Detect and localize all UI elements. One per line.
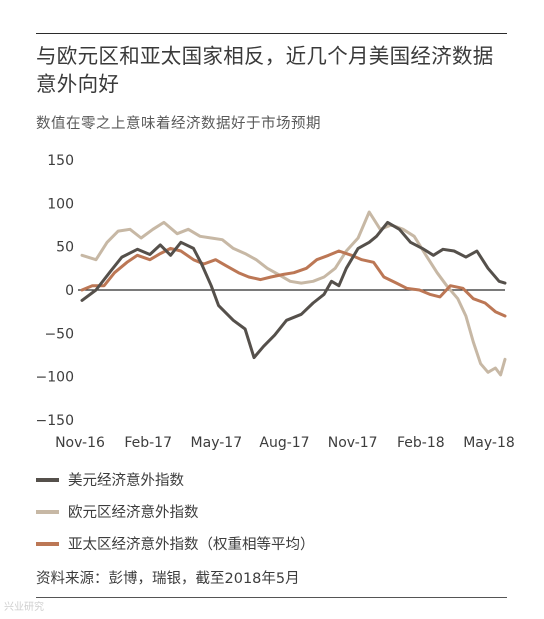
y-tick-label: 150 — [47, 153, 74, 169]
chart-subtitle: 数值在零之上意味着经济数据好于市场预期 — [36, 116, 321, 132]
x-tick-label: Nov-16 — [55, 435, 105, 451]
y-tick-label: 0 — [65, 283, 74, 299]
y-tick-label: −150 — [36, 413, 74, 429]
x-tick-label: Aug-17 — [259, 435, 309, 451]
series-line-eu — [80, 210, 507, 377]
bottom-rule — [36, 597, 507, 598]
source-note: 资料来源：彭博，瑞银，截至2018年5月 — [36, 571, 300, 587]
x-tick-label: Feb-17 — [124, 435, 172, 451]
chart-title: 与欧元区和亚太国家相反，近几个月美国经济数据意外向好 — [36, 44, 494, 96]
legend-label-apac: 亚太区经济意外指数（权重相等平均） — [68, 537, 315, 553]
series-line-apac — [80, 246, 507, 318]
y-tick-label: 50 — [56, 240, 74, 256]
y-tick-label: −100 — [36, 370, 74, 386]
series-line-us — [80, 220, 507, 360]
y-tick-label: −50 — [44, 326, 74, 342]
x-tick-label: May-17 — [191, 435, 243, 451]
x-tick-label: May-18 — [463, 435, 515, 451]
legend-swatch-us — [36, 478, 59, 482]
x-tick-label: Feb-18 — [397, 435, 445, 451]
top-rule — [36, 33, 507, 34]
legend-swatch-eu — [36, 510, 59, 514]
watermark: 兴业研究 — [4, 602, 44, 613]
legend-label-eu: 欧元区经济意外指数 — [68, 505, 199, 521]
x-tick-label: Nov-17 — [328, 435, 378, 451]
line-chart: 150 100 50 0 −50 −100 −150 Nov-16 Feb-17 May-17 Au… — [36, 153, 515, 451]
legend-swatch-apac — [36, 542, 59, 546]
legend-label-us: 美元经济意外指数 — [68, 473, 184, 489]
y-tick-label: 100 — [47, 196, 74, 212]
